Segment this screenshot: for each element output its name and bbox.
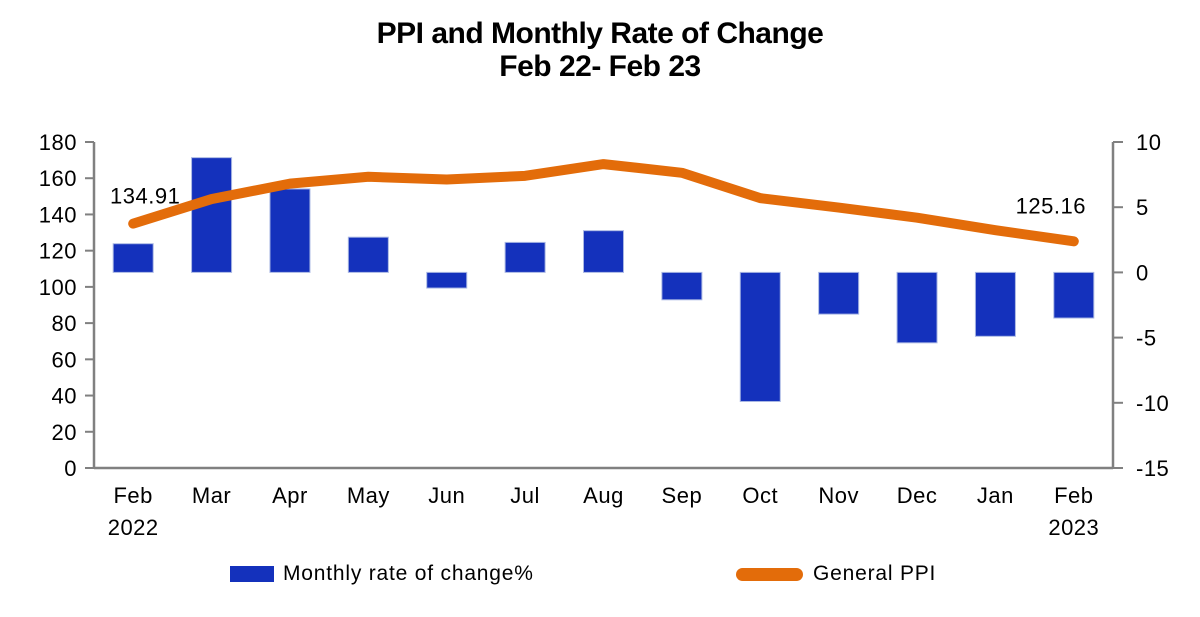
bar-may-3 [347, 236, 389, 273]
left-axis-tick-label: 160 [39, 166, 77, 191]
right-axis-tick-label: -10 [1136, 391, 1169, 416]
x-axis-year-label: 2023 [1048, 515, 1099, 540]
left-axis-tick-label: 180 [39, 130, 77, 155]
right-axis-tick-label: 5 [1136, 195, 1149, 220]
legend-label-general-ppi: General PPI [813, 562, 937, 585]
right-axis-tick-label: 0 [1136, 260, 1149, 285]
x-axis-label-apr: Apr [272, 483, 308, 508]
bar-feb-0 [112, 243, 154, 273]
x-axis-label-feb: Feb [1054, 483, 1093, 508]
bar-jun-4 [426, 271, 468, 289]
x-axis-label-feb: Feb [113, 483, 152, 508]
chart-title-line2: Feb 22- Feb 23 [499, 50, 701, 83]
ppi-annotation-last: 125.16 [1016, 193, 1086, 218]
left-axis-tick-label: 60 [52, 347, 77, 372]
bar-nov-9 [818, 271, 860, 315]
left-axis-tick-label: 120 [39, 239, 77, 264]
left-axis-tick-label: 40 [52, 384, 77, 409]
left-axis-tick-label: 100 [39, 275, 77, 300]
bar-aug-6 [583, 230, 624, 273]
left-axis-tick-label: 80 [52, 311, 77, 336]
legend-item-general-ppi: General PPI [736, 561, 936, 587]
x-axis-label-jun: Jun [428, 483, 465, 508]
general-ppi-line [128, 159, 1079, 247]
right-axis-tick-label: 10 [1136, 130, 1161, 155]
right-axis-tick-label: -15 [1136, 456, 1169, 481]
x-axis-year-label: 2022 [108, 515, 159, 540]
bar-mar-1 [191, 157, 233, 273]
x-axis-label-dec: Dec [897, 483, 938, 508]
chart-title-line1: PPI and Monthly Rate of Change [376, 17, 824, 50]
bar-jan-11 [974, 271, 1016, 337]
chart-title: PPI and Monthly Rate of Change Feb 22- F… [0, 17, 1200, 83]
bar-dec-10 [896, 271, 938, 344]
ppi-annotation-first: 134.91 [110, 184, 180, 209]
x-axis-label-aug: Aug [583, 483, 624, 508]
left-axis-tick-label: 0 [64, 456, 77, 481]
x-axis-label-oct: Oct [742, 483, 778, 508]
legend-item-monthly-rate: Monthly rate of change% [230, 561, 534, 587]
right-axis-tick-label: -5 [1136, 326, 1157, 351]
x-axis-label-jan: Jan [977, 483, 1014, 508]
bar-apr-2 [269, 188, 311, 273]
x-axis-label-jul: Jul [510, 483, 540, 508]
x-axis-label-may: May [347, 483, 390, 508]
left-axis-tick-label: 140 [39, 202, 77, 227]
bar-feb-12 [1053, 271, 1095, 319]
left-axis-tick-label: 20 [52, 420, 77, 445]
bar-jul-5 [504, 241, 546, 273]
x-axis-label-mar: Mar [192, 483, 231, 508]
bar-oct-8 [739, 271, 781, 402]
x-axis-label-sep: Sep [662, 483, 703, 508]
legend-label-monthly-rate: Monthly rate of change% [283, 562, 534, 585]
line-series-swatch-icon [736, 567, 803, 581]
x-axis-label-nov: Nov [818, 483, 859, 508]
bar-sep-7 [661, 271, 703, 301]
bar-series-swatch-icon [230, 566, 274, 582]
